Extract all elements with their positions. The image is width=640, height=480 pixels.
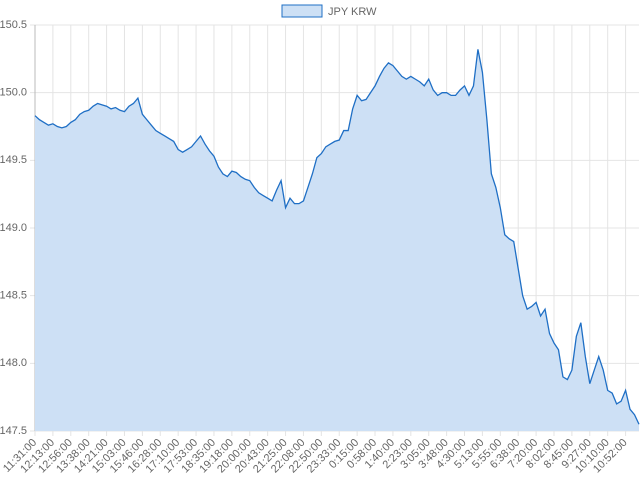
y-tick-label: 147.5 (0, 425, 27, 437)
y-tick-label: 148.5 (0, 290, 27, 302)
line (34, 49, 640, 425)
legend-item: JPY KRW (281, 4, 377, 18)
y-tick-label: 150.5 (0, 19, 27, 31)
y-tick-label: 149.5 (0, 154, 27, 166)
legend-label: JPY KRW (328, 6, 377, 18)
y-tick-label: 150.0 (0, 87, 27, 99)
y-tick-label: 148.0 (0, 357, 27, 369)
legend-swatch (281, 4, 323, 18)
area (35, 49, 639, 432)
y-tick-label: 149.0 (0, 222, 27, 234)
